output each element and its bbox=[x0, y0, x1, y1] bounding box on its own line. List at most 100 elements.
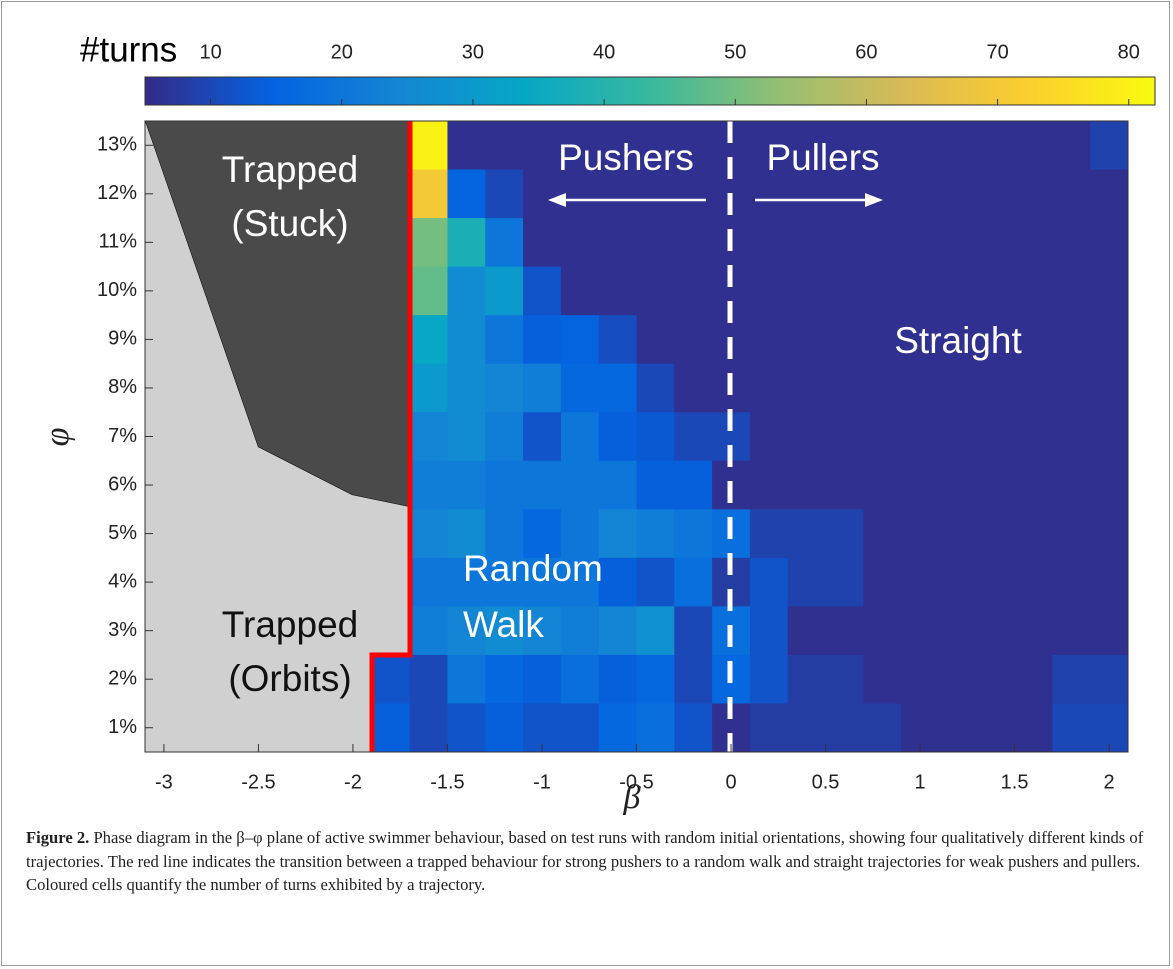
cell bbox=[976, 121, 1016, 171]
cell bbox=[1090, 121, 1129, 171]
cell bbox=[447, 557, 486, 607]
cell bbox=[1052, 509, 1091, 559]
cell bbox=[787, 315, 827, 365]
cell bbox=[636, 509, 675, 559]
cell bbox=[409, 703, 448, 753]
cell bbox=[560, 412, 600, 462]
cell bbox=[636, 169, 675, 219]
cell bbox=[938, 509, 978, 559]
annotation: (Orbits) bbox=[228, 658, 351, 699]
cell bbox=[485, 412, 524, 462]
cell bbox=[787, 266, 827, 316]
caption-text: Phase diagram in the β–φ plane of active… bbox=[26, 828, 1144, 894]
colorbar-tick-label: 40 bbox=[593, 41, 615, 63]
cell bbox=[825, 218, 864, 268]
cell bbox=[863, 460, 902, 510]
cell bbox=[598, 412, 637, 462]
x-tick-label: -1 bbox=[533, 771, 551, 793]
cell bbox=[825, 412, 864, 462]
cell bbox=[485, 121, 524, 171]
cell bbox=[787, 557, 827, 607]
cell bbox=[636, 121, 675, 171]
cell bbox=[447, 315, 486, 365]
cell bbox=[938, 121, 978, 171]
cell bbox=[938, 460, 978, 510]
cell bbox=[674, 557, 713, 607]
cell bbox=[409, 509, 448, 559]
cell bbox=[787, 606, 827, 656]
cell bbox=[863, 363, 902, 413]
cell bbox=[825, 509, 864, 559]
cell bbox=[674, 460, 713, 510]
cell bbox=[901, 412, 940, 462]
cell bbox=[1052, 606, 1091, 656]
cell bbox=[485, 509, 524, 559]
cell bbox=[938, 703, 978, 753]
x-tick-label: 2 bbox=[1104, 771, 1115, 793]
cell bbox=[749, 654, 789, 704]
cell bbox=[1090, 315, 1129, 365]
cell bbox=[409, 266, 448, 316]
x-tick-label: 0.5 bbox=[812, 771, 840, 793]
cell bbox=[749, 218, 789, 268]
cell bbox=[523, 218, 562, 268]
cell bbox=[560, 606, 600, 656]
y-tick-label: 5% bbox=[108, 522, 137, 544]
annotation: Pushers bbox=[558, 137, 694, 178]
cell bbox=[523, 315, 562, 365]
annotation: Walk bbox=[463, 604, 544, 645]
cell bbox=[901, 169, 940, 219]
colorbar-tick-label: 80 bbox=[1118, 41, 1140, 63]
cell bbox=[825, 703, 864, 753]
cell bbox=[674, 654, 713, 704]
cell bbox=[1090, 654, 1129, 704]
cell bbox=[598, 703, 637, 753]
cell bbox=[560, 315, 600, 365]
cell bbox=[560, 654, 600, 704]
cell bbox=[447, 218, 486, 268]
cell bbox=[938, 266, 978, 316]
y-tick-label: 2% bbox=[108, 667, 137, 689]
cell bbox=[825, 121, 864, 171]
cell bbox=[787, 412, 827, 462]
cell bbox=[1052, 169, 1091, 219]
cell bbox=[560, 460, 600, 510]
cell bbox=[447, 654, 486, 704]
cell bbox=[901, 315, 940, 365]
cell bbox=[598, 169, 637, 219]
cell bbox=[749, 412, 789, 462]
cell bbox=[636, 460, 675, 510]
colorbar-tick-label: 60 bbox=[855, 41, 877, 63]
cell bbox=[674, 121, 713, 171]
cell bbox=[636, 218, 675, 268]
cell bbox=[1014, 606, 1053, 656]
cell bbox=[598, 654, 637, 704]
cell bbox=[485, 218, 524, 268]
cell bbox=[787, 363, 827, 413]
cell bbox=[560, 509, 600, 559]
cell bbox=[560, 218, 600, 268]
cell bbox=[1090, 169, 1129, 219]
cell bbox=[749, 121, 789, 171]
cell bbox=[560, 363, 600, 413]
cell bbox=[976, 218, 1016, 268]
cell bbox=[901, 460, 940, 510]
cell bbox=[901, 557, 940, 607]
cell bbox=[1090, 460, 1129, 510]
x-tick-label: -2 bbox=[344, 771, 362, 793]
cell bbox=[636, 363, 675, 413]
cell bbox=[523, 412, 562, 462]
cell bbox=[598, 509, 637, 559]
cell bbox=[674, 509, 713, 559]
cell bbox=[523, 266, 562, 316]
cell bbox=[938, 606, 978, 656]
cell bbox=[938, 654, 978, 704]
cell bbox=[485, 460, 524, 510]
cell bbox=[825, 315, 864, 365]
cell bbox=[863, 121, 902, 171]
cell bbox=[1014, 121, 1053, 171]
cell bbox=[560, 169, 600, 219]
cell bbox=[409, 121, 448, 171]
cell bbox=[787, 169, 827, 219]
